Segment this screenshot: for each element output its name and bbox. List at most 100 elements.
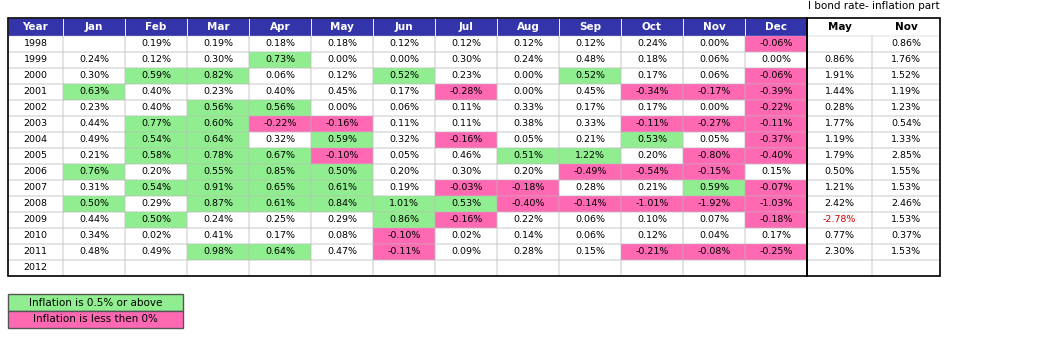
Text: 0.08%: 0.08% [327,232,357,240]
Bar [621,148,683,164]
Text: 1.22%: 1.22% [575,151,605,161]
Text: -0.49%: -0.49% [573,168,606,176]
Bar [872,68,940,84]
Text: 0.50%: 0.50% [79,199,109,209]
Text: -0.27%: -0.27% [697,120,731,128]
Bar [745,52,807,68]
Text: 0.53%: 0.53% [451,199,482,209]
Bar [311,116,373,132]
Bar [435,228,497,244]
Bar [249,36,311,52]
Text: 0.48%: 0.48% [575,55,605,65]
Text: 2012: 2012 [24,263,48,273]
Bar [249,164,311,180]
Text: 0.54%: 0.54% [141,136,171,144]
Bar [621,132,683,148]
Text: 1.23%: 1.23% [891,103,921,113]
Text: 1.76%: 1.76% [891,55,921,65]
Bar [807,100,872,116]
Bar [435,180,497,196]
Bar [63,212,125,228]
Bar [745,116,807,132]
Bar [373,228,435,244]
Bar [187,180,249,196]
Text: May: May [330,22,354,32]
Bar [187,244,249,260]
Text: -0.16%: -0.16% [326,120,359,128]
Bar [683,116,745,132]
Text: Jan: Jan [85,22,103,32]
Text: 0.00%: 0.00% [327,55,357,65]
Bar [249,260,311,276]
Bar [745,212,807,228]
Bar [63,132,125,148]
Bar [560,244,621,260]
Text: -0.21%: -0.21% [635,247,669,257]
Bar [311,164,373,180]
Text: Inflation is 0.5% or above: Inflation is 0.5% or above [29,298,162,307]
Bar [8,180,63,196]
Text: -0.22%: -0.22% [263,120,296,128]
Bar [497,68,560,84]
Text: 0.00%: 0.00% [513,88,543,96]
Bar [187,180,249,196]
Bar [63,116,125,132]
Text: 0.22%: 0.22% [513,215,543,225]
Bar [621,244,683,260]
Bar [373,260,435,276]
Text: 1.53%: 1.53% [891,247,921,257]
Bar [745,84,807,100]
Bar [872,132,940,148]
Text: 2010: 2010 [24,232,48,240]
Bar [745,68,807,84]
Bar [872,116,940,132]
Bar [8,18,807,276]
Text: 0.60%: 0.60% [203,120,233,128]
Text: 0.07%: 0.07% [699,215,729,225]
Bar [872,260,940,276]
Bar [621,212,683,228]
Bar [249,116,311,132]
Bar [249,228,311,244]
Text: 1.77%: 1.77% [825,120,855,128]
Bar [621,244,683,260]
Text: 0.23%: 0.23% [79,103,109,113]
Bar [125,148,187,164]
Text: -0.37%: -0.37% [759,136,792,144]
Bar [560,180,621,196]
Bar [373,212,435,228]
Text: 0.21%: 0.21% [575,136,605,144]
Bar [435,36,497,52]
Text: May: May [828,22,852,32]
Text: 0.02%: 0.02% [451,232,480,240]
Bar [249,52,311,68]
Text: 0.61%: 0.61% [265,199,295,209]
Text: 0.86%: 0.86% [825,55,855,65]
Text: 0.46%: 0.46% [451,151,480,161]
Text: 0.50%: 0.50% [327,168,357,176]
Text: 0.41%: 0.41% [203,232,233,240]
Bar [497,148,560,164]
Text: -0.11%: -0.11% [387,247,421,257]
Bar [373,196,435,212]
Bar [435,18,497,36]
Bar [621,84,683,100]
Bar [872,196,940,212]
Bar [435,68,497,84]
Text: 0.64%: 0.64% [203,136,233,144]
Bar [311,244,373,260]
Bar [8,260,63,276]
Text: 0.77%: 0.77% [141,120,171,128]
Bar [683,212,745,228]
Bar [560,196,621,212]
Text: 1999: 1999 [24,55,48,65]
Text: 0.00%: 0.00% [389,55,419,65]
Bar [683,196,745,212]
Text: 0.00%: 0.00% [699,40,729,48]
Text: 0.40%: 0.40% [141,103,171,113]
Bar [683,196,745,212]
Bar [807,132,872,148]
Text: 2005: 2005 [24,151,48,161]
Bar [8,311,183,328]
Bar [187,100,249,116]
